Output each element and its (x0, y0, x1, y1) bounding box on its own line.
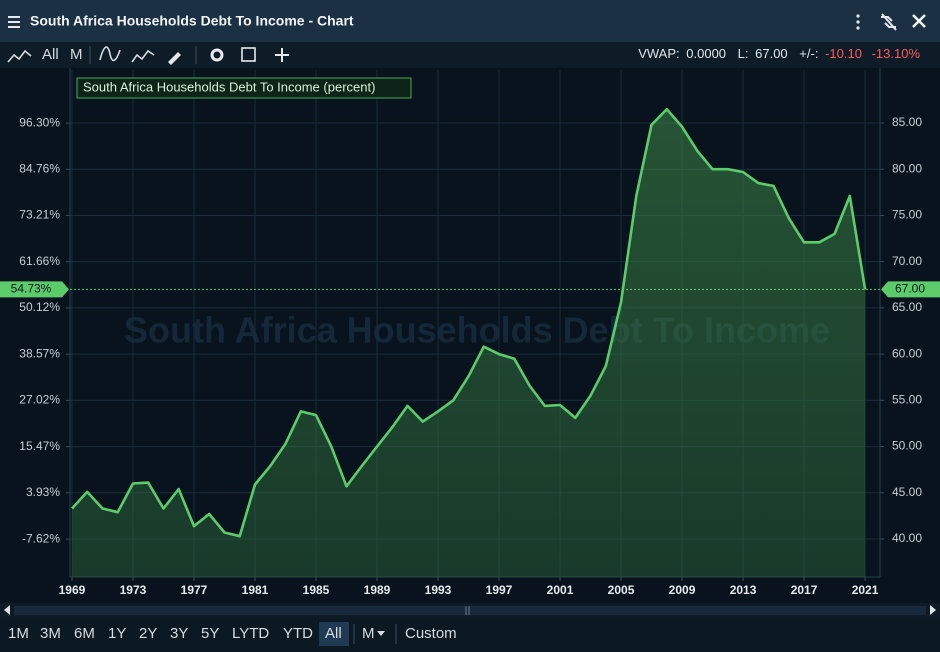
area-fill (72, 109, 866, 577)
y-tick-label: 65.00 (892, 300, 922, 314)
scroll-right[interactable] (930, 605, 936, 615)
y-tick-label: 75.00 (892, 208, 922, 222)
range-button[interactable]: LYTD (232, 625, 269, 642)
range-button[interactable]: 3M (40, 625, 61, 642)
toolbar (0, 42, 940, 68)
stat-value: 0.0000 (686, 46, 726, 61)
close-icon[interactable] (912, 14, 926, 28)
y-tick-label: 60.00 (892, 346, 922, 360)
toolbar-all[interactable]: All (42, 46, 59, 63)
x-tick-label: 1985 (303, 583, 330, 597)
range-button[interactable]: Custom (405, 625, 457, 642)
range-button[interactable]: 1M (8, 625, 29, 642)
x-tick-label: 2005 (608, 583, 635, 597)
draw-icon[interactable] (168, 52, 181, 65)
stats-line: VWAP: 0.0000 L: 67.00 +/-: -10.10 -13.10… (638, 46, 920, 61)
range-button[interactable]: 3Y (170, 625, 188, 642)
range-button[interactable]: M (362, 625, 375, 642)
settings-icon[interactable] (210, 48, 224, 62)
y2-tick-label: 96.30% (19, 115, 60, 129)
dropdown-caret (377, 631, 385, 636)
x-tick-label: 2009 (669, 583, 696, 597)
x-tick-label: 2013 (730, 583, 757, 597)
y-tick-label: 45.00 (892, 485, 922, 499)
indicator-icon[interactable] (99, 46, 121, 62)
window-title: South Africa Households Debt To Income -… (30, 13, 354, 29)
range-bar (0, 618, 940, 652)
y-tick-label: 70.00 (892, 254, 922, 268)
series-line (71, 107, 867, 538)
title-bar (0, 0, 940, 42)
toolbar-m[interactable]: M (70, 46, 83, 63)
stat-value: -10.10 (825, 46, 862, 61)
scroll-grip (465, 606, 470, 615)
x-tick-label: 2021 (852, 583, 879, 597)
last-value-tag (0, 281, 69, 298)
range-button[interactable]: 5Y (201, 625, 219, 642)
x-tick-label: 2017 (791, 583, 818, 597)
y-tick-label: 55.00 (892, 393, 922, 407)
compare-icon[interactable] (131, 49, 155, 63)
y2-tick-label: 3.93% (26, 485, 60, 499)
range-button[interactable]: 2Y (139, 625, 157, 642)
stat-label: +/-: (799, 46, 818, 61)
menu-icon[interactable] (8, 16, 20, 28)
y-tick-label: 80.00 (892, 161, 922, 175)
range-button[interactable]: YTD (283, 625, 313, 642)
y2-tick-label: 27.02% (19, 393, 60, 407)
stat-value: -13.10% (872, 46, 921, 61)
y2-tick-label: 50.12% (19, 300, 60, 314)
y2-tick-label: 61.66% (19, 254, 60, 268)
y2-tick-label: 73.21% (19, 208, 60, 222)
more-icon[interactable] (856, 14, 860, 30)
range-button[interactable]: 6M (74, 625, 95, 642)
range-active-bg (319, 622, 349, 646)
unlink-icon[interactable] (881, 13, 897, 31)
y-tick-label: 85.00 (892, 115, 922, 129)
y-tick-label: 40.00 (892, 531, 922, 545)
x-tick-label: 1977 (181, 583, 208, 597)
y2-tick-label: 38.57% (19, 346, 60, 360)
x-tick-label: 1997 (486, 583, 513, 597)
x-tick-label: 2001 (547, 583, 574, 597)
chart-type-icon[interactable] (7, 49, 32, 63)
x-tick-label: 1993 (425, 583, 452, 597)
range-button[interactable]: 1Y (108, 625, 126, 642)
legend-box[interactable] (76, 77, 412, 99)
stat-value: 67.00 (755, 46, 788, 61)
stat-label: L: (738, 46, 749, 61)
x-tick-label: 1981 (242, 583, 269, 597)
add-icon[interactable] (275, 48, 289, 62)
scroll-thumb[interactable] (14, 606, 926, 615)
layout-icon[interactable] (241, 47, 256, 62)
y-tick-label: 50.00 (892, 439, 922, 453)
y2-tick-label: 84.76% (19, 161, 60, 175)
y2-tick-label: -7.62% (22, 531, 60, 545)
y2-tick-label: 15.47% (19, 439, 60, 453)
stat-label: VWAP: (638, 46, 679, 61)
x-tick-label: 1973 (120, 583, 147, 597)
last-value-label: 54.73% (11, 282, 52, 296)
x-tick-label: 1969 (59, 583, 86, 597)
last-value-tag (881, 281, 940, 298)
range-button[interactable]: All (325, 625, 342, 642)
scroll-left[interactable] (4, 605, 10, 615)
x-tick-label: 1989 (364, 583, 391, 597)
legend-entry[interactable]: South Africa Households Debt To Income (… (83, 79, 375, 94)
last-value-label: 67.00 (895, 282, 925, 296)
